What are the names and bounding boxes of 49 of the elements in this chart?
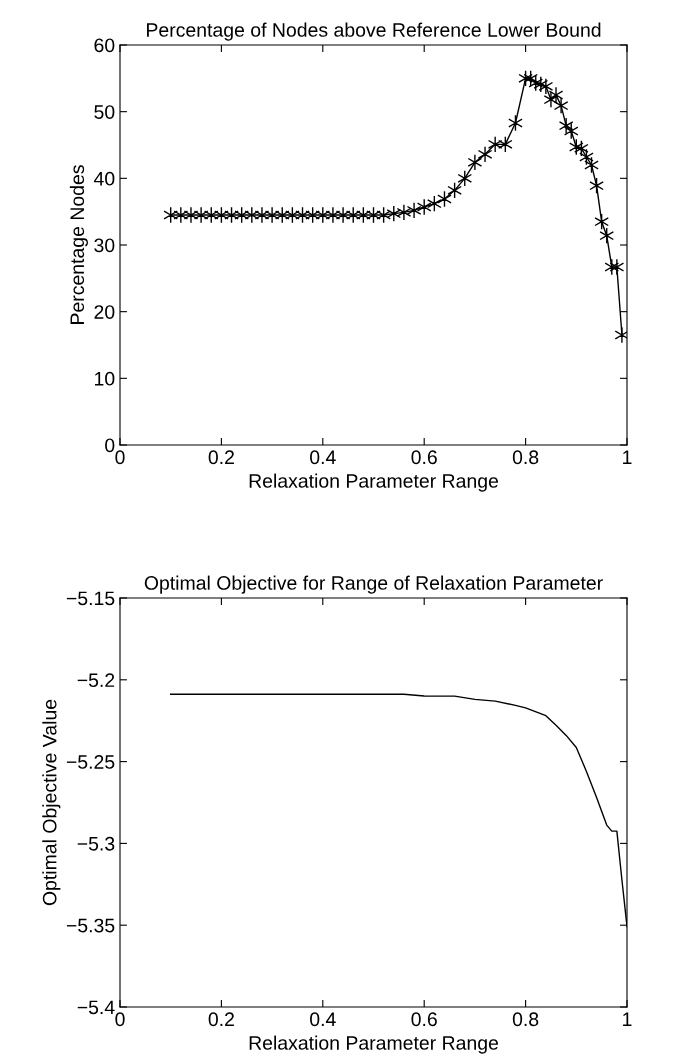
x-tick-label: 0 <box>115 450 125 465</box>
y-tick-label: −5.15 <box>66 591 115 606</box>
point <box>406 201 422 219</box>
point <box>183 206 199 224</box>
x-tick-label: 1 <box>623 1012 632 1026</box>
point <box>467 153 483 171</box>
x-tick-label: 0.2 <box>208 1012 234 1027</box>
point <box>548 86 564 104</box>
point <box>193 206 209 224</box>
chart-title: Optimal Objective for Range of Relaxation Parameter <box>144 575 603 594</box>
point <box>558 117 574 135</box>
y-tick-label: 60 <box>94 38 115 53</box>
point <box>538 77 554 95</box>
point <box>609 258 625 276</box>
point <box>335 206 351 224</box>
point <box>477 145 493 163</box>
x-tick-label: 0.8 <box>512 1012 539 1027</box>
point <box>396 203 412 221</box>
x-tick-label: 0.4 <box>310 1012 336 1027</box>
point <box>553 97 569 115</box>
y-tick-label: −5.3 <box>77 836 115 851</box>
y-tick-label: 30 <box>94 238 115 253</box>
y-tick-label: 20 <box>94 305 115 319</box>
point <box>325 206 341 224</box>
y-tick-label: 50 <box>94 105 115 119</box>
x-axis-title: Relaxation Parameter Range <box>249 1035 499 1054</box>
point <box>244 206 260 224</box>
point <box>487 135 503 153</box>
x-tick-label: 0 <box>115 1012 125 1027</box>
x-tick-label: 0.6 <box>411 450 437 465</box>
y-tick-label: −5.2 <box>77 673 115 688</box>
x-tick-label: 0.2 <box>208 450 234 465</box>
y-axis-title: Percentage Nodes <box>69 165 88 324</box>
x-axis-title: Relaxation Parameter Range <box>249 473 499 492</box>
x-tick-label: 0.4 <box>310 450 336 465</box>
x-tick-label: 0.8 <box>512 450 539 465</box>
y-tick-label: −5.35 <box>66 918 115 933</box>
y-tick-label: 40 <box>93 171 115 186</box>
y-tick-label: −5.25 <box>66 755 115 769</box>
y-tick-label: 10 <box>95 371 115 386</box>
point <box>264 206 280 224</box>
point <box>254 206 270 224</box>
y-tick-label: −5.4 <box>77 1000 115 1015</box>
chart-title: Percentage of Nodes above Reference Lower Bound <box>147 22 601 41</box>
y-tick-label: 0 <box>105 438 115 453</box>
x-tick-label: 1 <box>623 450 632 464</box>
y-axis-title: Optimal Objective Value <box>42 699 61 906</box>
x-tick-label: 0.6 <box>411 1012 437 1027</box>
point <box>173 206 189 224</box>
